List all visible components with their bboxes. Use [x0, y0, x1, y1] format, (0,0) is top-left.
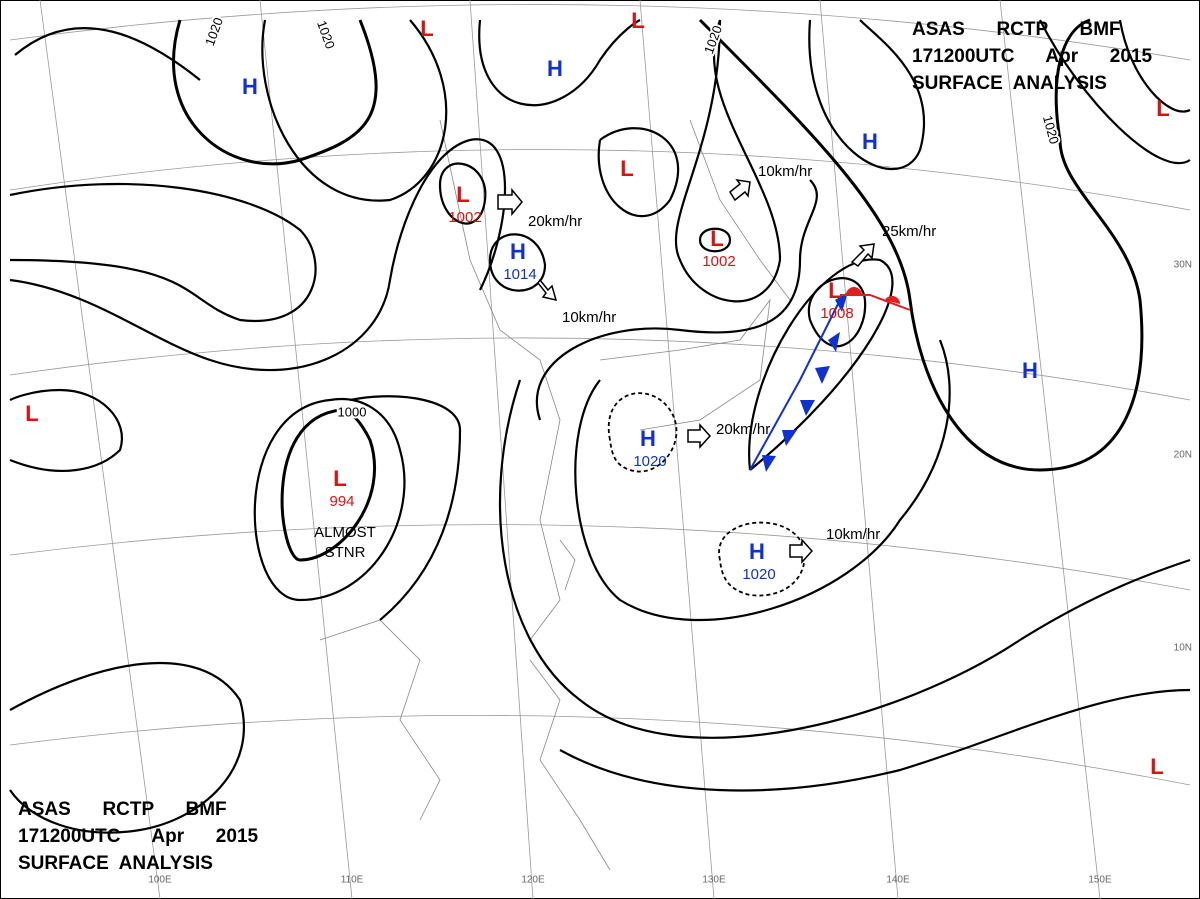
graticule [9, 0, 1191, 899]
annotation: STNR [325, 544, 366, 561]
center-symbol: L [828, 278, 841, 303]
latitude-label: 20N [1174, 450, 1192, 461]
center-symbol: H [749, 539, 765, 564]
motion-label: 20km/hr [528, 213, 582, 230]
annotation: ALMOST [314, 524, 376, 541]
coastlines [319, 119, 791, 871]
center-symbol: H [862, 129, 878, 154]
center-symbol: L [333, 466, 346, 491]
center-symbol: L [631, 8, 644, 33]
motion-arrows [497, 178, 875, 564]
header-line: ASAS RCTP BMF [18, 799, 227, 820]
header-line: 171200UTC Apr 2015 [912, 46, 1153, 67]
motion-label: 10km/hr [758, 163, 812, 180]
center-symbol: L [710, 226, 723, 251]
header-line: SURFACE ANALYSIS [912, 73, 1107, 94]
latitude-label: 10N [1174, 643, 1192, 654]
motion-label: 20km/hr [716, 421, 770, 438]
center-pressure: 994 [329, 493, 354, 510]
center-symbol: L [420, 16, 433, 41]
center-symbol: L [456, 182, 469, 207]
center-pressure: 1008 [820, 305, 853, 322]
longitude-label: 110E [341, 875, 364, 886]
longitude-label: 100E [148, 875, 172, 886]
isobars [9, 18, 1191, 834]
motion-label: 10km/hr [562, 309, 616, 326]
longitude-label: 130E [702, 875, 726, 886]
labels: ASAS RCTP BMF 171200UTC Apr 2015 SURFACE A… [18, 8, 1192, 886]
center-symbol: H [547, 56, 563, 81]
header-line: ASAS RCTP BMF [912, 19, 1121, 40]
center-symbol: L [25, 401, 38, 426]
longitude-label: 120E [521, 875, 545, 886]
motion-label: 25km/hr [882, 223, 936, 240]
center-symbol: L [1150, 754, 1163, 779]
fronts [749, 287, 911, 472]
isobar-label: 1000 [338, 404, 367, 419]
motion-label: 10km/hr [826, 526, 880, 543]
latitude-label: 30N [1174, 260, 1192, 271]
center-symbol: H [242, 74, 258, 99]
center-pressure: 1002 [448, 209, 481, 226]
longitude-label: 140E [886, 875, 910, 886]
center-pressure: 1002 [702, 253, 735, 270]
longitude-label: 150E [1088, 875, 1112, 886]
center-pressure: 1020 [742, 566, 775, 583]
center-symbol: H [510, 239, 526, 264]
center-symbol: L [1156, 96, 1169, 121]
center-pressure: 1014 [503, 266, 536, 283]
header-line: 171200UTC Apr 2015 [18, 826, 259, 847]
center-symbol: H [640, 426, 656, 451]
center-pressure: 1020 [633, 453, 666, 470]
center-symbol: H [1022, 358, 1038, 383]
center-symbol: L [620, 156, 633, 181]
header-line: SURFACE ANALYSIS [18, 853, 213, 874]
